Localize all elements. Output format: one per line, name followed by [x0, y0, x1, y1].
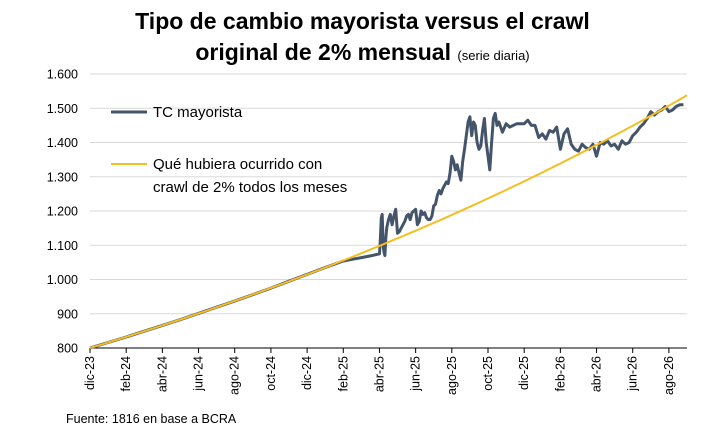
x-tick-label: jun-26 [626, 356, 640, 392]
x-tick-label: dic-23 [83, 356, 97, 390]
y-tick-label: 1.500 [47, 102, 78, 116]
series-line-crawl-2 [89, 94, 688, 349]
legend-label-crawl-line-2: crawl de 2% todos los meses [153, 179, 347, 196]
x-tick-label: ago-26 [662, 356, 676, 395]
chart-title: Tipo de cambio mayorista versus el crawl… [0, 6, 725, 71]
x-tick-label: ago-25 [445, 356, 459, 395]
x-tick-label: abr-24 [155, 356, 169, 392]
y-tick-label: 1.400 [47, 136, 78, 150]
y-tick-label: 1.000 [47, 273, 78, 287]
chart-title-line-1: Tipo de cambio mayorista versus el crawl [135, 8, 590, 34]
x-tick-label: feb-26 [553, 356, 567, 391]
y-tick-label: 1.100 [47, 239, 78, 253]
x-tick-label: oct-24 [264, 356, 278, 391]
x-tick-label: oct-25 [481, 356, 495, 391]
source-note: Fuente: 1816 en base a BCRA [66, 412, 237, 426]
legend-label-tc-mayorista: TC mayorista [153, 104, 243, 121]
gridlines [90, 73, 687, 315]
chart-title-line-2-text: original de 2% mensual [195, 39, 451, 65]
x-tick-label: ago-24 [228, 356, 242, 395]
x-tick-label: jun-25 [409, 356, 423, 392]
x-tick-label: feb-24 [119, 356, 133, 391]
x-tick-label: feb-25 [336, 356, 350, 391]
x-axis: dic-23 feb-24 abr-24 jun-24 ago-24 oct-24 dic-… [83, 347, 687, 395]
chart-subtitle: (serie diaria) [457, 48, 530, 63]
x-tick-label: abr-26 [590, 356, 604, 392]
series-line-tc-mayorista [89, 103, 684, 350]
x-tick-label: abr-25 [372, 356, 386, 392]
y-tick-label: 1.200 [47, 205, 78, 219]
y-tick-label: 1.300 [47, 170, 78, 184]
y-tick-label: 800 [57, 342, 78, 356]
x-tick-label: jun-24 [192, 356, 206, 392]
x-tick-label: dic-24 [300, 356, 314, 390]
y-axis: 800 900 1.000 1.100 1.200 1.300 1.400 1.500 1.60… [47, 68, 78, 356]
legend-label-crawl-line-1: Qué hubiera ocurrido con [153, 156, 322, 173]
y-tick-label: 1.600 [47, 68, 78, 82]
series-group [89, 94, 688, 350]
legend: TC mayorista Qué hubiera ocurrido con cr… [111, 104, 347, 196]
chart-title-line-2: original de 2% mensual (serie diaria) [0, 37, 725, 71]
y-tick-label: 900 [57, 307, 78, 321]
x-tick-label: dic-25 [517, 356, 531, 390]
